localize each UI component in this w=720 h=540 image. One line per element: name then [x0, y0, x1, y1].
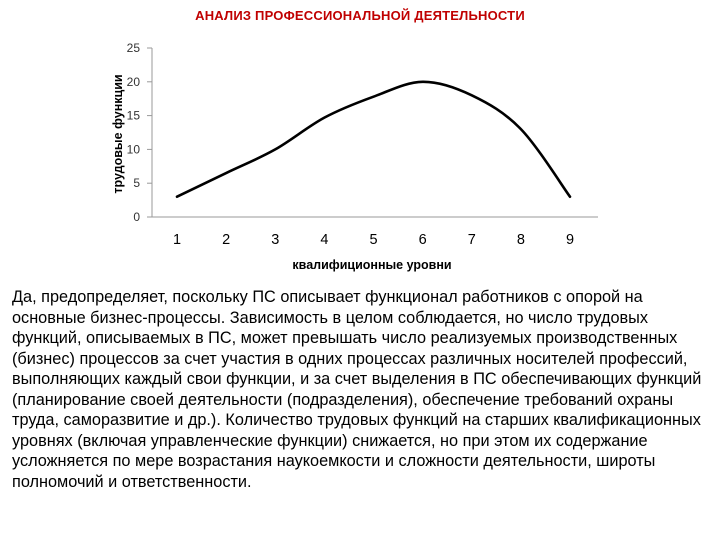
slide-title: АНАЛИЗ ПРОФЕССИОНАЛЬНОЙ ДЕЯТЕЛЬНОСТИ	[195, 8, 525, 23]
y-axis-label: трудовые функции	[111, 74, 125, 193]
y-tick-label: 0	[133, 210, 140, 224]
y-tick-label: 10	[127, 142, 141, 156]
x-tick-label: 4	[320, 232, 328, 248]
x-tick-label: 8	[517, 232, 525, 248]
x-tick-label: 2	[222, 232, 230, 248]
y-tick-label: 5	[133, 176, 140, 190]
x-tick-labels: 1 2 3 4 5 6 7 8 9	[173, 232, 574, 248]
x-tick-label: 6	[419, 232, 427, 248]
x-tick-label: 3	[271, 232, 279, 248]
body-text: Да, предопределяет, поскольку ПС описыва…	[12, 288, 702, 491]
series-line	[175, 80, 572, 199]
y-tick-label: 25	[127, 41, 141, 55]
x-tick-label: 7	[468, 232, 476, 248]
x-tick-label: 5	[369, 232, 377, 248]
x-axis-label: квалифиционные уровни	[292, 258, 451, 272]
x-tick-label: 1	[173, 232, 181, 248]
x-tick-label: 9	[566, 232, 574, 248]
line-chart: 0 5 10 15 20 25 1 2 3 4 5 6 7 8 9 трудовые функции кв…	[111, 41, 598, 272]
y-tick-labels: 0 5 10 15 20 25	[127, 41, 152, 224]
y-tick-label: 20	[127, 75, 141, 89]
y-tick-label: 15	[127, 109, 141, 123]
